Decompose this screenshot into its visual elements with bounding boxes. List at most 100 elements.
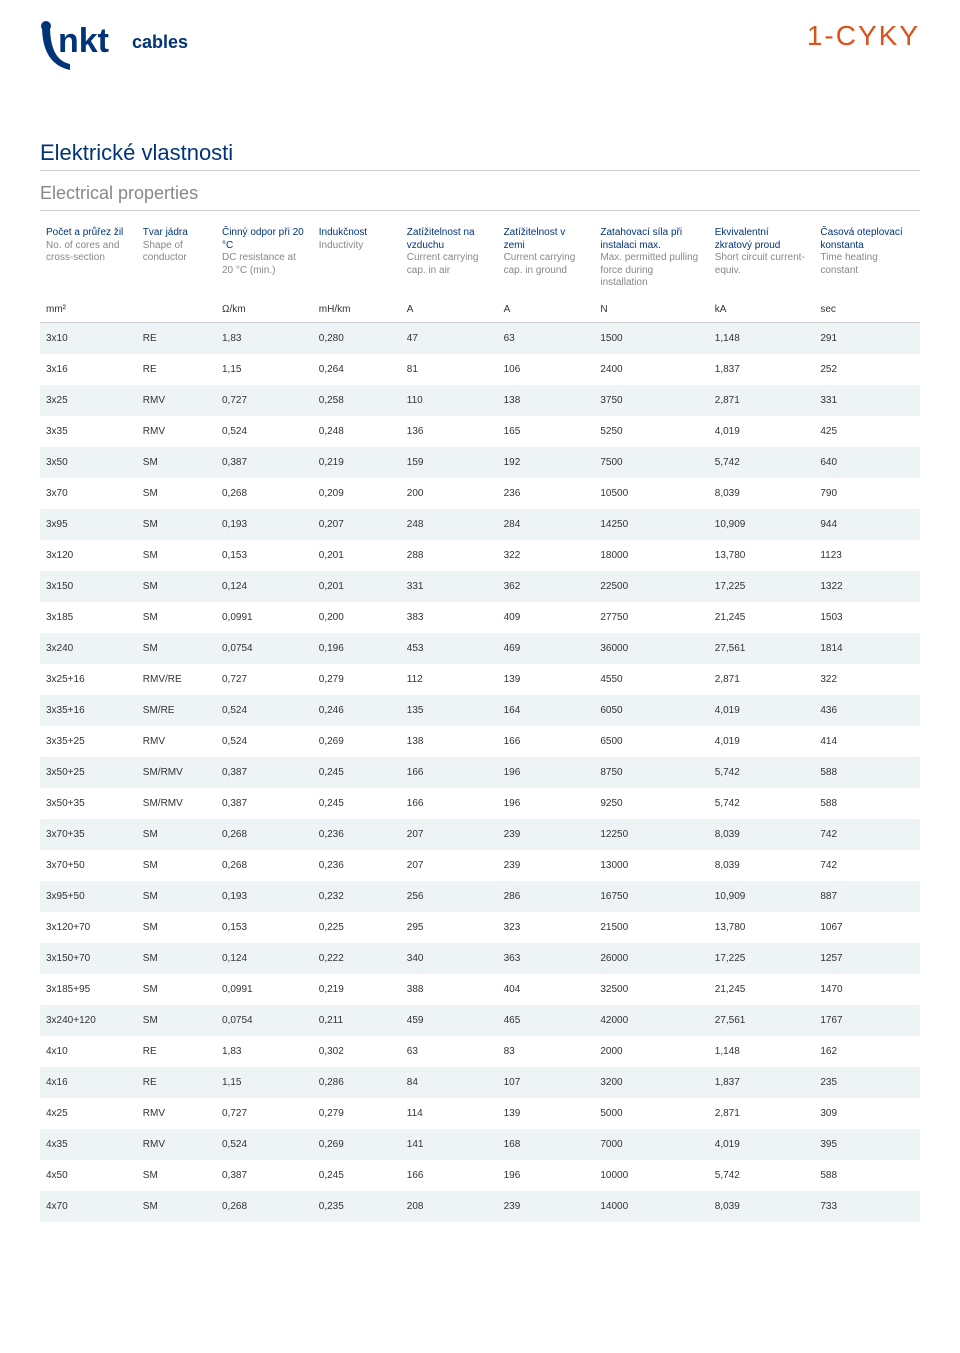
table-cell: 5,742 — [709, 447, 815, 478]
table-cell: 10500 — [594, 478, 708, 509]
table-cell: 4x50 — [40, 1160, 137, 1191]
table-cell: SM — [137, 881, 216, 912]
column-header: Tvar jádraShape of conductor — [137, 223, 216, 300]
table-cell: SM — [137, 943, 216, 974]
table-cell: SM — [137, 447, 216, 478]
table-header-row: Počet a průřez žilNo. of cores and cross… — [40, 223, 920, 300]
table-cell: 3x35+16 — [40, 695, 137, 726]
table-cell: 0,0991 — [216, 974, 313, 1005]
table-head: Počet a průřez žilNo. of cores and cross… — [40, 223, 920, 323]
table-cell: 63 — [401, 1036, 498, 1067]
table-cell: 3x70 — [40, 478, 137, 509]
table-cell: 10,909 — [709, 881, 815, 912]
table-cell: 887 — [814, 881, 920, 912]
table-cell: 13,780 — [709, 540, 815, 571]
table-cell: 207 — [401, 850, 498, 881]
table-cell: 10,909 — [709, 509, 815, 540]
table-cell: 4x25 — [40, 1098, 137, 1129]
table-cell: 363 — [498, 943, 595, 974]
table-cell: 4x16 — [40, 1067, 137, 1098]
header-en: Inductivity — [319, 240, 395, 253]
table-cell: SM — [137, 633, 216, 664]
table-cell: 0,246 — [313, 695, 401, 726]
table-cell: SM — [137, 1160, 216, 1191]
table-row: 4x70SM0,2680,235208239140008,039733 — [40, 1191, 920, 1222]
table-cell: 0,279 — [313, 664, 401, 695]
table-cell: 0,524 — [216, 416, 313, 447]
table-cell: 0,245 — [313, 757, 401, 788]
table-row: 4x50SM0,3870,245166196100005,742588 — [40, 1160, 920, 1191]
table-cell: 166 — [401, 757, 498, 788]
table-row: 3x35+25RMV0,5240,26913816665004,019414 — [40, 726, 920, 757]
table-cell: 81 — [401, 354, 498, 385]
table-cell: 3750 — [594, 385, 708, 416]
table-cell: 3x10 — [40, 323, 137, 355]
table-cell: 465 — [498, 1005, 595, 1036]
table-cell: 22500 — [594, 571, 708, 602]
table-cell: 236 — [498, 478, 595, 509]
table-cell: 3x35 — [40, 416, 137, 447]
table-cell: 0,222 — [313, 943, 401, 974]
table-cell: 3x120+70 — [40, 912, 137, 943]
table-cell: 5250 — [594, 416, 708, 447]
table-cell: 4,019 — [709, 416, 815, 447]
table-cell: 0,196 — [313, 633, 401, 664]
unit-cell: mm² — [40, 300, 137, 323]
table-cell: 0,264 — [313, 354, 401, 385]
table-cell: 0,727 — [216, 385, 313, 416]
unit-cell — [137, 300, 216, 323]
table-cell: 0,201 — [313, 571, 401, 602]
table-cell: 13,780 — [709, 912, 815, 943]
table-row: 3x240+120SM0,07540,2114594654200027,5611… — [40, 1005, 920, 1036]
table-row: 3x95+50SM0,1930,2322562861675010,909887 — [40, 881, 920, 912]
table-cell: 21,245 — [709, 602, 815, 633]
table-cell: SM — [137, 1005, 216, 1036]
table-cell: 8750 — [594, 757, 708, 788]
table-cell: 0,524 — [216, 1129, 313, 1160]
table-cell: 0,153 — [216, 912, 313, 943]
table-cell: 7500 — [594, 447, 708, 478]
document-code: 1-CYKY — [807, 20, 920, 52]
table-cell: 239 — [498, 1191, 595, 1222]
table-cell: 13000 — [594, 850, 708, 881]
table-cell: 1067 — [814, 912, 920, 943]
table-cell: 192 — [498, 447, 595, 478]
header-en: Max. permitted pulling force during inst… — [600, 252, 702, 290]
header-cz: Zatížitelnost na vzduchu — [407, 227, 492, 252]
table-cell: 0,232 — [313, 881, 401, 912]
table-cell: 3x240+120 — [40, 1005, 137, 1036]
table-cell: 141 — [401, 1129, 498, 1160]
header-cz: Počet a průřez žil — [46, 227, 131, 240]
table-cell: 17,225 — [709, 571, 815, 602]
table-cell: 331 — [814, 385, 920, 416]
table-cell: SM — [137, 850, 216, 881]
table-cell: 14250 — [594, 509, 708, 540]
table-cell: 362 — [498, 571, 595, 602]
table-cell: 162 — [814, 1036, 920, 1067]
table-cell: 21500 — [594, 912, 708, 943]
table-cell: 0,200 — [313, 602, 401, 633]
table-row: 3x50+25SM/RMV0,3870,24516619687505,74258… — [40, 757, 920, 788]
table-units-row: mm²Ω/kmmH/kmAANkAsec — [40, 300, 920, 323]
table-row: 4x10RE1,830,302638320001,148162 — [40, 1036, 920, 1067]
table-cell: 0,280 — [313, 323, 401, 355]
table-cell: 8,039 — [709, 1191, 815, 1222]
table-cell: SM/RMV — [137, 757, 216, 788]
table-cell: 196 — [498, 757, 595, 788]
table-cell: 1503 — [814, 602, 920, 633]
table-cell: 235 — [814, 1067, 920, 1098]
table-cell: 0,268 — [216, 850, 313, 881]
table-cell: 3x50+35 — [40, 788, 137, 819]
table-cell: 1,148 — [709, 1036, 815, 1067]
table-cell: SM — [137, 602, 216, 633]
table-cell: 0,727 — [216, 1098, 313, 1129]
table-cell: RMV — [137, 726, 216, 757]
table-row: 3x150SM0,1240,2013313622250017,2251322 — [40, 571, 920, 602]
table-cell: 323 — [498, 912, 595, 943]
table-cell: 16750 — [594, 881, 708, 912]
table-cell: 0,193 — [216, 881, 313, 912]
table-cell: 0,387 — [216, 447, 313, 478]
table-cell: 0,219 — [313, 447, 401, 478]
table-cell: 588 — [814, 788, 920, 819]
table-cell: 1257 — [814, 943, 920, 974]
